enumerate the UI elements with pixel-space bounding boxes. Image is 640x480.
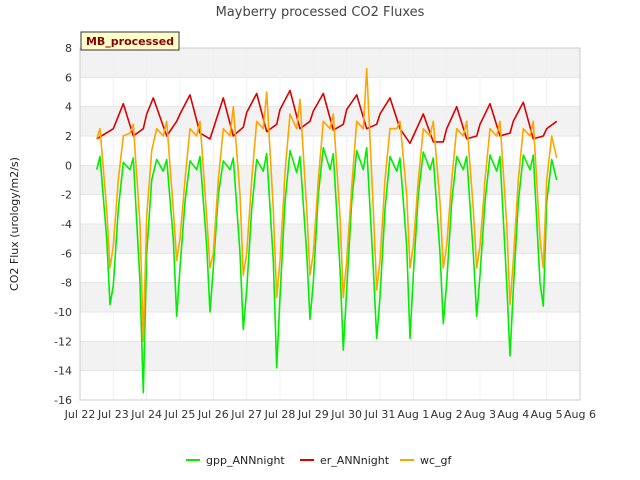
badge-label: MB_processed	[86, 35, 174, 48]
x-tick-label: Jul 25	[164, 408, 196, 421]
x-tick-label: Jul 29	[297, 408, 329, 421]
band	[80, 48, 580, 78]
y-axis-label: CO2 Flux (urology/m2/s)	[8, 157, 21, 291]
y-tick-label: 8	[65, 42, 72, 55]
x-tick-label: Aug 2	[431, 408, 463, 421]
x-tick-label: Jul 26	[197, 408, 229, 421]
y-tick-label: 2	[65, 130, 72, 143]
gridlines	[79, 47, 581, 401]
y-tick-label: -14	[54, 365, 72, 378]
series-line-er_ANNnight	[96, 89, 558, 145]
x-tick-label: Aug 5	[531, 408, 563, 421]
y-tick-label: -2	[61, 189, 72, 202]
x-tick-label: Jul 31	[364, 408, 396, 421]
y-tick-label: 0	[65, 159, 72, 172]
legend-label-wc_gf: wc_gf	[420, 454, 453, 467]
plot-frame	[79, 47, 581, 401]
band	[80, 224, 580, 254]
y-tick-label: -16	[54, 394, 72, 407]
band	[80, 312, 580, 342]
x-tick-label: Aug 6	[564, 408, 596, 421]
x-axis-ticks: Jul 22 Jul 23 Jul 24 Jul 25 Jul 26 Jul 27 Jul …	[64, 408, 596, 421]
x-tick-label: Jul 27	[230, 408, 262, 421]
band	[80, 194, 580, 224]
legend: gpp_ANNnight er_ANNnight wc_gf	[186, 454, 453, 467]
series-layer	[95, 67, 558, 394]
y-tick-label: 6	[65, 71, 72, 84]
badge-box	[80, 31, 180, 51]
x-tick-label: Jul 28	[264, 408, 296, 421]
x-tick-label: Aug 3	[464, 408, 496, 421]
band	[80, 136, 580, 166]
band	[80, 77, 580, 107]
band	[80, 370, 580, 400]
y-tick-label: -6	[61, 247, 72, 260]
band	[80, 106, 580, 136]
x-tick-label: Aug 1	[397, 408, 429, 421]
series-line-wc_gf	[95, 67, 558, 343]
y-axis-ticks: -16 -14 -12 -10 -8 -6 -4 -2 0 2 4 6 8	[54, 42, 72, 407]
x-tick-label: Jul 24	[130, 408, 162, 421]
badge: MB_processed	[80, 31, 180, 51]
x-tick-label: Jul 23	[97, 408, 129, 421]
y-tick-label: 4	[65, 101, 72, 114]
y-tick-label: -8	[61, 277, 72, 290]
legend-label-er_ANNnight: er_ANNnight	[320, 454, 390, 467]
chart-title: Mayberry processed CO2 Fluxes	[216, 5, 425, 20]
x-tick-label: Aug 4	[497, 408, 529, 421]
series-line-gpp_ANNnight	[95, 146, 558, 394]
x-tick-label: Jul 22	[64, 408, 96, 421]
plot-background-bands	[80, 48, 580, 400]
x-tick-label: Jul 30	[330, 408, 362, 421]
legend-label-gpp_ANNnight: gpp_ANNnight	[206, 454, 285, 467]
band	[80, 253, 580, 283]
band	[80, 282, 580, 312]
y-tick-label: -10	[54, 306, 72, 319]
y-tick-label: -4	[61, 218, 72, 231]
y-tick-label: -12	[54, 335, 72, 348]
band	[80, 341, 580, 371]
